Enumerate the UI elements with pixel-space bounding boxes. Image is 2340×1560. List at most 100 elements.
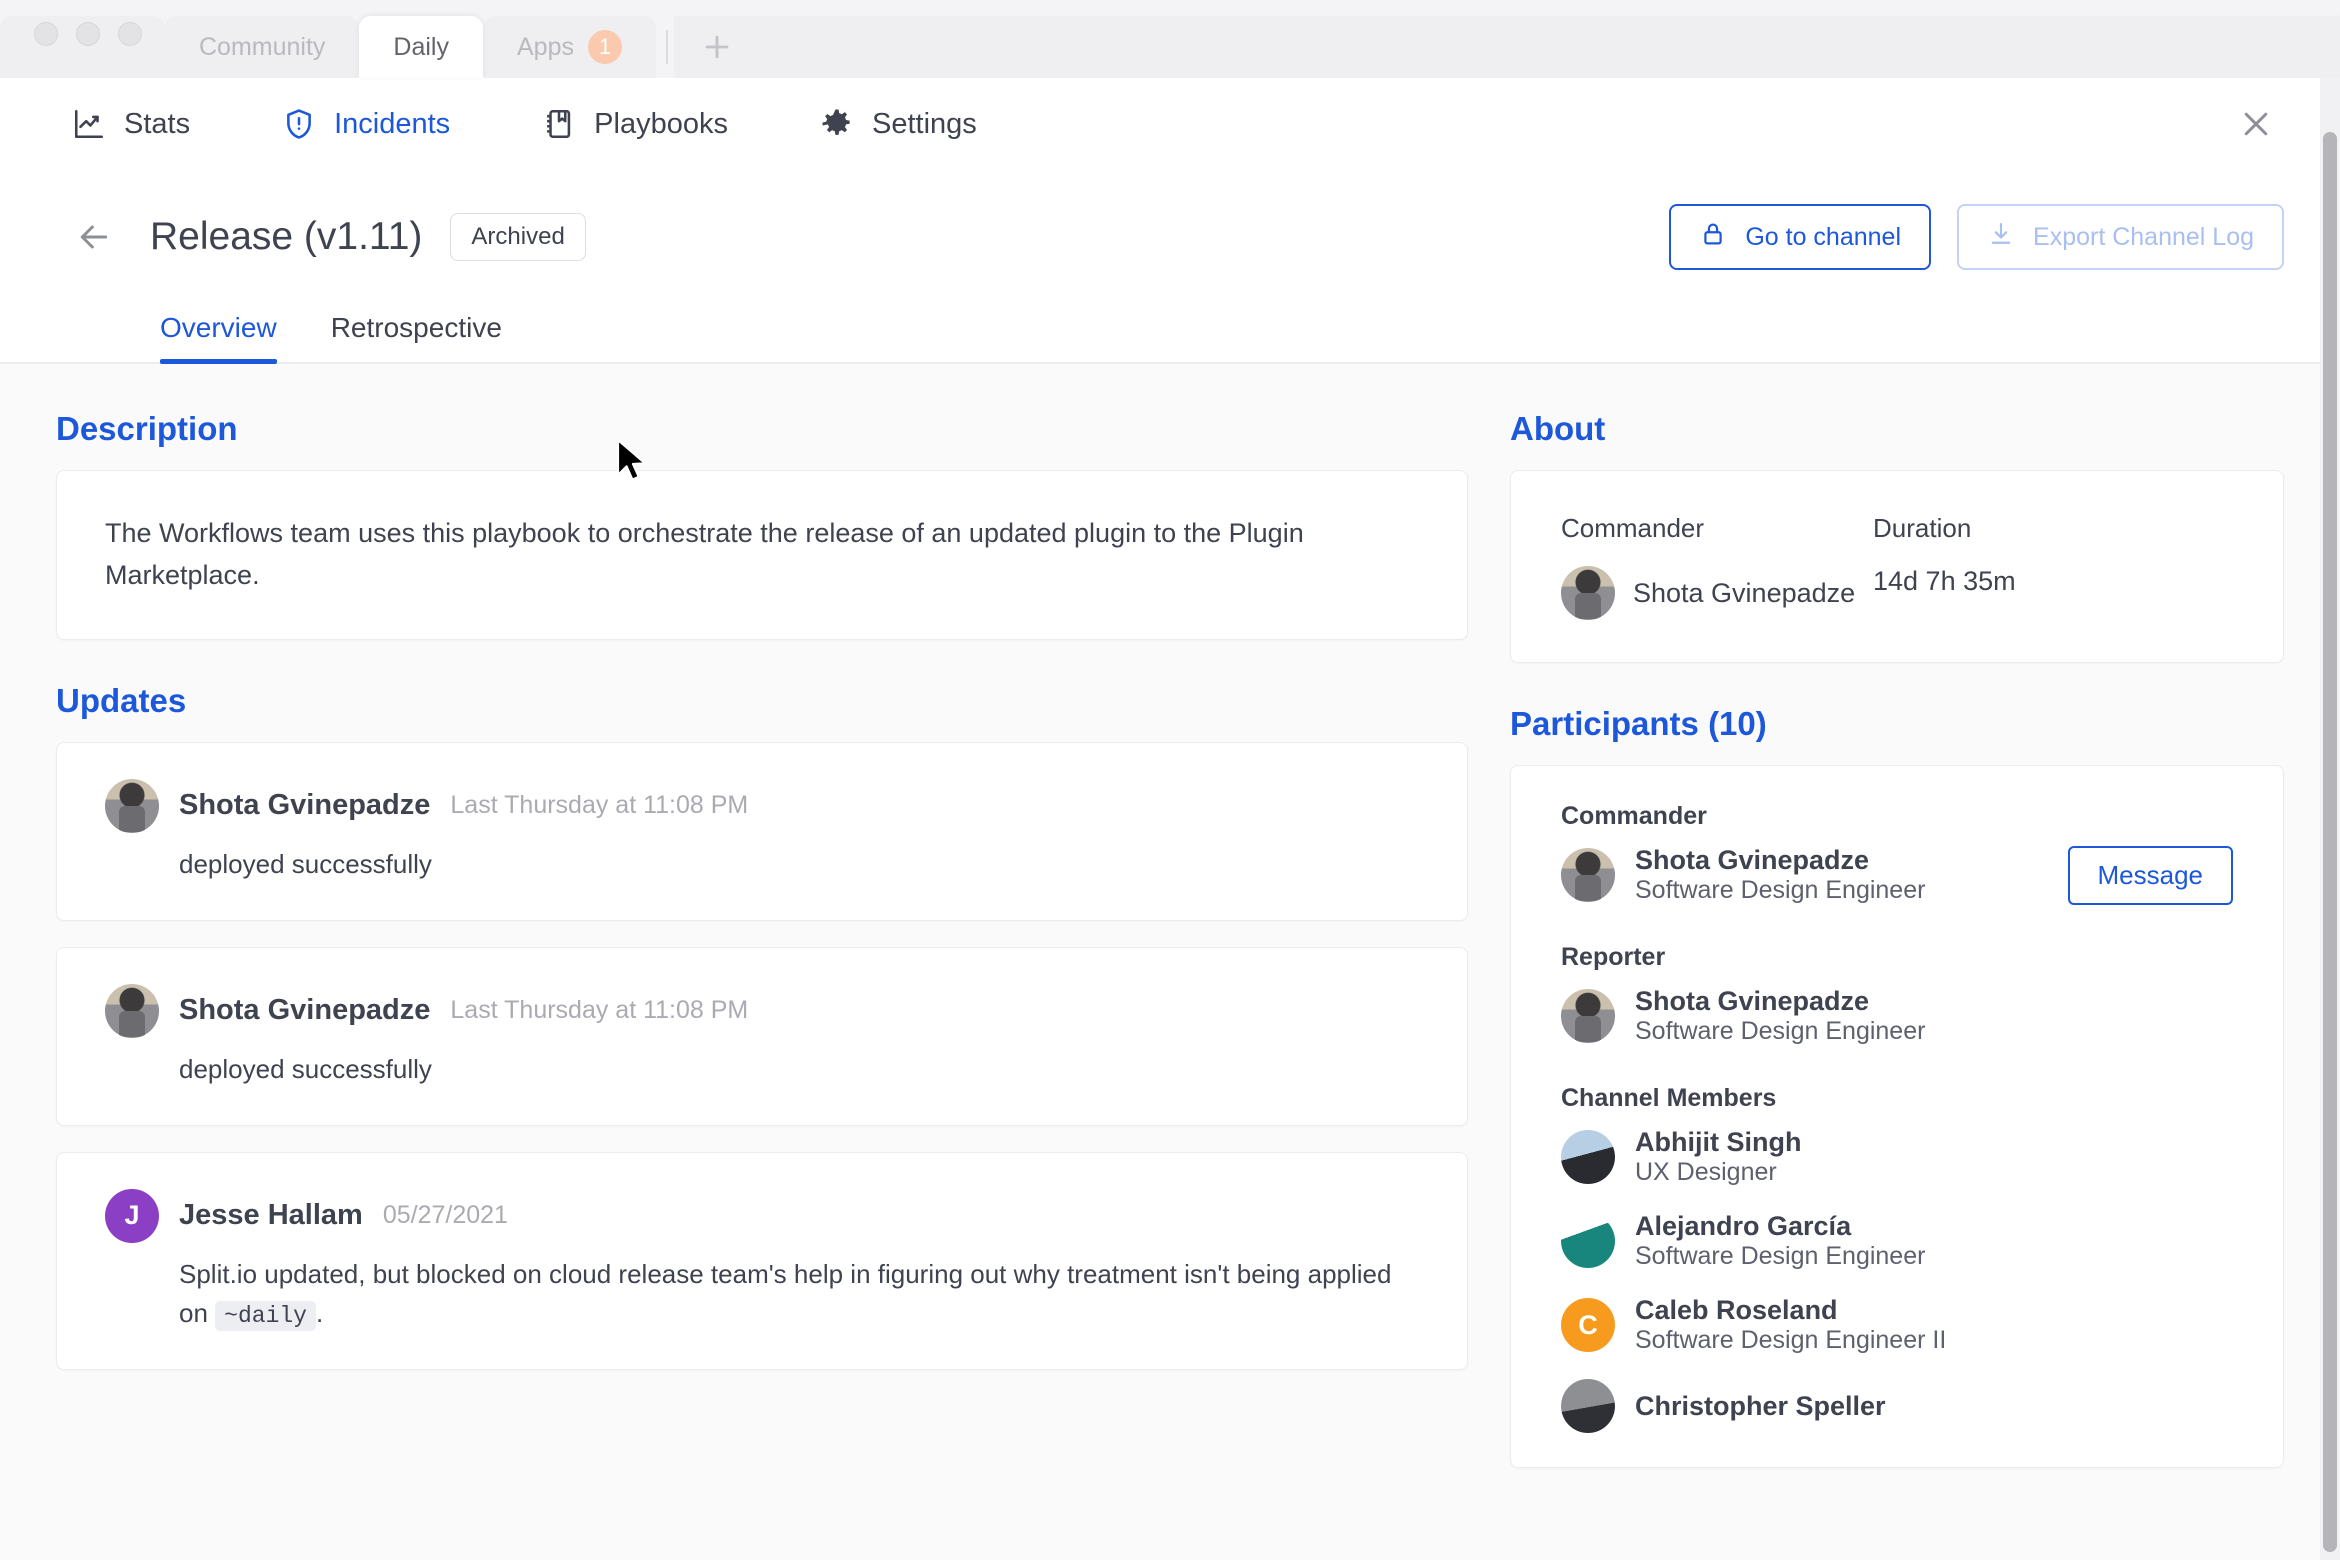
participant-name: Christopher Speller — [1635, 1390, 1886, 1421]
group-spacer — [1561, 929, 2233, 943]
about-commander-value: Shota Gvinepadze — [1561, 566, 1873, 620]
tab-retrospective[interactable]: Retrospective — [331, 312, 502, 362]
chart-line-icon — [72, 107, 106, 141]
incident-tabs: Overview Retrospective — [0, 280, 2340, 364]
participant-row[interactable]: C Caleb Roseland Software Design Enginee… — [1561, 1295, 2233, 1355]
participant-row[interactable]: Christopher Speller — [1561, 1379, 2233, 1433]
avatar — [1561, 989, 1615, 1043]
side-column: About Commander Shota Gvinepadze Duratio… — [1510, 410, 2284, 1560]
about-grid: Commander Shota Gvinepadze Duration 14d … — [1561, 513, 2233, 620]
tabstrip-trailing-space — [759, 16, 2340, 78]
avatar — [1561, 1130, 1615, 1184]
participant-name: Alejandro García — [1635, 1211, 1852, 1241]
participant-role: UX Designer — [1635, 1158, 1777, 1186]
group-label-channel-members: Channel Members — [1561, 1084, 1777, 1112]
update-author: Jesse Hallam — [179, 1199, 363, 1232]
about-card: Commander Shota Gvinepadze Duration 14d … — [1510, 470, 2284, 663]
participant-role: Software Design Engineer — [1635, 1017, 1926, 1045]
button-label: Export Channel Log — [2033, 222, 2254, 251]
participant-row[interactable]: Alejandro García Software Design Enginee… — [1561, 1211, 2233, 1271]
new-tab-button[interactable] — [673, 16, 760, 78]
participant-name: Shota Gvinepadze — [1635, 986, 1870, 1016]
updates-heading: Updates — [56, 681, 187, 719]
about-heading: About — [1510, 410, 1606, 447]
participant-name: Shota Gvinepadze — [1635, 845, 1870, 875]
participant-row[interactable]: Shota Gvinepadze Software Design Enginee… — [1561, 986, 2233, 1046]
update-timestamp: Last Thursday at 11:08 PM — [450, 996, 749, 1025]
about-duration-value: 14d 7h 35m — [1873, 566, 2016, 596]
tab-label: Apps — [517, 32, 574, 61]
tab-overview[interactable]: Overview — [160, 312, 277, 364]
tab-apps[interactable]: Apps 1 — [483, 16, 656, 78]
update-author: Shota Gvinepadze — [179, 994, 431, 1027]
update-text-after: . — [315, 1297, 324, 1328]
back-arrow-icon[interactable] — [72, 215, 116, 259]
avatar — [1561, 848, 1615, 902]
participant-row[interactable]: Shota Gvinepadze Software Design Enginee… — [1561, 845, 2233, 905]
description-text: The Workflows team uses this playbook to… — [105, 518, 1304, 590]
nav-item-playbooks[interactable]: Playbooks — [542, 107, 728, 141]
avatar — [1561, 1379, 1615, 1433]
about-commander-label: Commander — [1561, 513, 1705, 543]
close-window-button[interactable] — [34, 22, 58, 46]
group-spacer — [1561, 1070, 2233, 1084]
download-icon — [1987, 220, 2015, 255]
about-duration-label: Duration — [1873, 513, 1972, 543]
close-icon[interactable] — [2234, 102, 2278, 146]
tab-daily[interactable]: Daily — [359, 16, 483, 78]
update-header: Shota Gvinepadze Last Thursday at 11:08 … — [105, 778, 1419, 833]
participant-name: Caleb Roseland — [1635, 1295, 1838, 1325]
tab-badge-count: 1 — [587, 30, 622, 64]
section-spacer — [56, 640, 1468, 682]
tab-community[interactable]: Community — [165, 16, 360, 78]
participant-info: Shota Gvinepadze Software Design Enginee… — [1635, 845, 1925, 905]
nav-label: Settings — [871, 107, 977, 140]
nav-item-stats[interactable]: Stats — [72, 107, 190, 141]
section-spacer — [1510, 663, 2284, 705]
tab-label: Community — [199, 32, 326, 61]
minimize-window-button[interactable] — [76, 22, 100, 46]
update-item: J Jesse Hallam 05/27/2021 Split.io updat… — [56, 1151, 1468, 1371]
tab-label: Retrospective — [330, 312, 502, 343]
update-text: deployed successfully — [179, 848, 432, 879]
export-channel-log-button[interactable]: Export Channel Log — [1957, 204, 2284, 270]
update-timestamp: Last Thursday at 11:08 PM — [450, 791, 749, 820]
nav-item-settings[interactable]: Settings — [820, 107, 977, 141]
nav-label: Stats — [124, 107, 191, 140]
commander-name: Shota Gvinepadze — [1633, 577, 1856, 608]
maximize-window-button[interactable] — [118, 22, 142, 46]
tab-strip: Community Daily Apps 1 — [0, 0, 2340, 78]
page-scrollbar-thumb[interactable] — [2323, 132, 2337, 1552]
window-titlebar: Community Daily Apps 1 — [0, 0, 2340, 78]
go-to-channel-button[interactable]: Go to channel — [1669, 204, 1932, 270]
participant-info: Christopher Speller — [1635, 1391, 1886, 1422]
update-author: Shota Gvinepadze — [179, 789, 431, 822]
update-item: Shota Gvinepadze Last Thursday at 11:08 … — [56, 946, 1468, 1126]
about-commander: Commander Shota Gvinepadze — [1561, 513, 1873, 620]
update-item: Shota Gvinepadze Last Thursday at 11:08 … — [56, 741, 1468, 921]
participant-role: Software Design Engineer II — [1635, 1326, 1947, 1354]
avatar — [105, 778, 159, 833]
update-text-before: Split.io updated, but blocked on cloud r… — [179, 1258, 1392, 1328]
tab-label: Overview — [160, 312, 277, 343]
shield-alert-icon — [282, 107, 316, 141]
page-header: Release (v1.11) Archived Go to channel — [0, 170, 2340, 280]
nav-item-incidents[interactable]: Incidents — [282, 107, 450, 141]
participant-row[interactable]: Abhijit Singh UX Designer — [1561, 1127, 2233, 1187]
incident-body: Description The Workflows team uses this… — [0, 364, 2340, 1560]
update-header: Shota Gvinepadze Last Thursday at 11:08 … — [105, 983, 1419, 1038]
page-title: Release (v1.11) — [150, 215, 423, 258]
message-button[interactable]: Message — [2067, 845, 2233, 905]
inline-code: ~daily — [215, 1300, 316, 1331]
about-duration: Duration 14d 7h 35m — [1873, 513, 2185, 620]
gear-icon — [820, 107, 854, 141]
nav-label: Playbooks — [594, 107, 728, 140]
participant-info: Caleb Roseland Software Design Engineer … — [1635, 1295, 1946, 1355]
notebook-icon — [542, 107, 576, 141]
avatar — [1561, 1214, 1615, 1268]
update-text: Split.io updated, but blocked on cloud r… — [179, 1255, 1409, 1334]
product-nav: Stats Incidents Playbooks — [0, 78, 2340, 170]
tab-label: Daily — [393, 32, 449, 61]
update-header: J Jesse Hallam 05/27/2021 — [105, 1188, 1419, 1243]
